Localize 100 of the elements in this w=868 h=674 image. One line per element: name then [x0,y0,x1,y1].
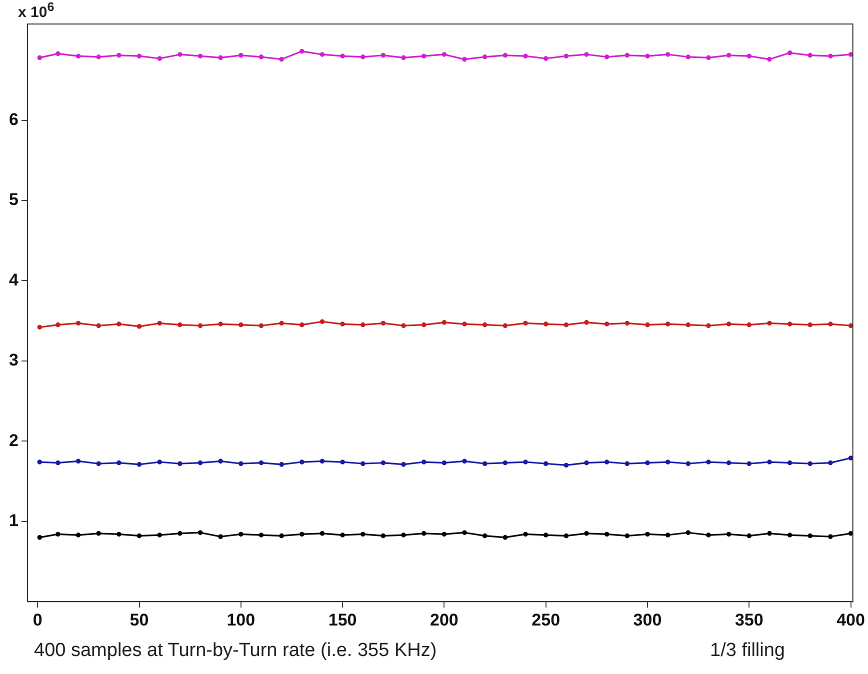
point [502,323,508,328]
point [76,458,81,464]
point [604,54,610,60]
point [178,322,182,328]
y-tick-label: 1 [8,511,18,530]
point [665,532,670,538]
point [116,460,122,466]
point [624,533,630,538]
point [116,52,122,58]
point [401,462,406,467]
point [320,458,325,464]
point [645,54,650,58]
point [584,52,589,57]
point [787,50,792,56]
point [706,323,711,328]
point [178,461,182,466]
x-tick-label: 350 [734,610,764,630]
point [421,54,426,58]
point [828,534,833,540]
x-tick-label: 50 [130,610,149,630]
point [56,322,60,328]
point [462,322,467,326]
point [706,460,711,464]
point [746,322,752,328]
point [421,531,426,536]
point [848,323,853,328]
point [746,461,752,466]
x-tick-label: 200 [430,610,458,630]
point [258,54,264,60]
point [401,532,406,538]
point [523,460,528,464]
point [380,460,386,466]
point [96,323,102,328]
point [848,531,853,536]
point [767,320,772,326]
y-tick-label: 5 [8,190,18,210]
point [523,320,528,326]
point [502,52,508,58]
point [462,56,467,62]
point [564,462,569,468]
point [584,531,589,536]
x-tick-label: 300 [633,610,662,630]
point [848,456,853,460]
point [258,460,264,466]
point [178,52,182,57]
point [238,532,244,537]
text: 1/3 filling [710,640,785,662]
point [380,533,386,538]
point [380,52,386,58]
point [828,322,833,326]
point [543,532,548,538]
point [442,532,447,537]
point [543,322,548,326]
point [543,56,548,61]
point [360,461,366,466]
point [726,460,732,466]
point [706,532,711,538]
point [279,56,284,62]
point [523,532,528,537]
point [157,532,162,538]
point [198,323,203,328]
point [299,322,304,328]
point [442,320,447,325]
point [421,460,426,464]
point [787,322,792,326]
point [56,532,60,537]
point [665,52,670,57]
point [198,54,203,58]
point [624,461,630,466]
point [136,462,142,467]
point [136,324,142,329]
point [523,54,528,58]
point [502,460,508,466]
point [482,54,488,60]
point [808,322,813,328]
point [482,322,488,328]
point [360,322,366,328]
point [299,48,304,54]
point [645,322,650,328]
point [848,52,853,57]
point [624,52,630,58]
point [96,54,102,60]
point [76,54,81,58]
point [442,52,447,57]
point [686,530,691,536]
point [645,532,650,537]
point [279,533,284,538]
point [238,52,244,58]
point [37,535,42,540]
point [198,460,203,466]
point [340,532,345,538]
point [218,458,223,464]
point [56,460,60,466]
point [604,322,610,326]
point [665,322,670,326]
point [157,460,162,464]
point [37,460,42,464]
point [178,531,182,536]
point [116,532,122,537]
point [442,460,447,466]
